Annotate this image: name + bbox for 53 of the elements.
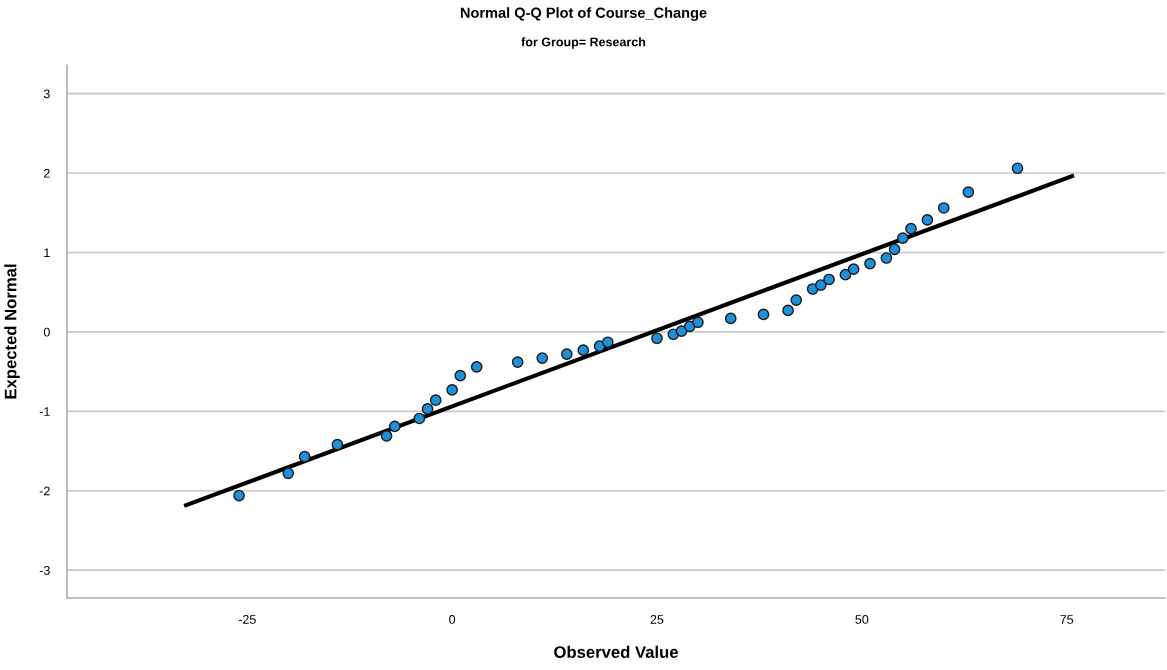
point <box>757 308 770 321</box>
point <box>421 403 434 415</box>
y-tick-label: -3 <box>39 566 50 575</box>
x-tick-label: 25 <box>650 615 664 624</box>
point <box>921 214 934 226</box>
point <box>577 344 590 357</box>
chart-title: Normal Q-Q Plot of Course_Change <box>460 7 707 21</box>
point <box>937 202 950 214</box>
point <box>380 430 393 442</box>
point <box>536 352 549 364</box>
point <box>331 438 344 451</box>
y-axis-title: Expected Normal <box>4 264 20 399</box>
point <box>880 252 893 264</box>
x-tick-label: -25 <box>238 615 256 624</box>
point <box>454 369 467 382</box>
x-tick-label: 0 <box>449 615 456 624</box>
point <box>896 232 909 245</box>
point <box>282 467 295 480</box>
point <box>823 273 835 286</box>
x-tick-label: 50 <box>855 615 869 624</box>
point <box>888 243 901 256</box>
point <box>651 332 663 345</box>
point <box>560 348 573 360</box>
point <box>864 257 876 270</box>
point <box>511 356 524 368</box>
point <box>429 394 442 407</box>
point <box>905 222 917 235</box>
y-tick-label: 1 <box>44 248 50 257</box>
point <box>298 450 311 463</box>
y-tick-label: 3 <box>43 89 50 99</box>
point <box>675 325 688 337</box>
point <box>692 316 704 329</box>
point <box>790 294 803 306</box>
x-tick-label: 75 <box>1060 615 1074 624</box>
point <box>388 420 401 433</box>
x-axis-title: Observed Value <box>554 645 678 659</box>
point <box>782 304 794 317</box>
point <box>601 336 614 349</box>
point <box>446 384 458 396</box>
y-tick-label: 0 <box>43 327 50 337</box>
y-tick-label: -1 <box>39 407 50 416</box>
y-tick-label: 2 <box>44 168 50 178</box>
point <box>413 412 426 425</box>
point <box>839 268 852 281</box>
y-tick-label: -2 <box>39 486 50 496</box>
point <box>815 279 827 291</box>
point <box>847 263 860 275</box>
point <box>233 489 245 502</box>
chart-subtitle: for Group= Research <box>521 37 646 49</box>
point <box>1011 162 1024 175</box>
point <box>470 361 483 373</box>
point <box>962 186 975 198</box>
point <box>724 312 737 325</box>
